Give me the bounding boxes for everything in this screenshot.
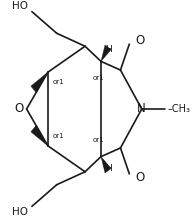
Text: HO: HO [12,207,28,217]
Text: or1: or1 [93,137,105,143]
Text: –CH₃: –CH₃ [167,104,190,114]
Text: H: H [105,164,112,173]
Text: or1: or1 [52,79,64,85]
Polygon shape [101,157,111,173]
Text: O: O [135,34,145,47]
Text: O: O [14,102,23,116]
Text: N: N [137,102,146,116]
Polygon shape [31,125,48,146]
Text: H: H [105,45,112,54]
Text: or1: or1 [52,133,64,139]
Polygon shape [31,72,48,93]
Text: O: O [135,171,145,184]
Text: HO: HO [12,1,28,11]
Polygon shape [101,45,111,61]
Text: or1: or1 [93,75,105,81]
